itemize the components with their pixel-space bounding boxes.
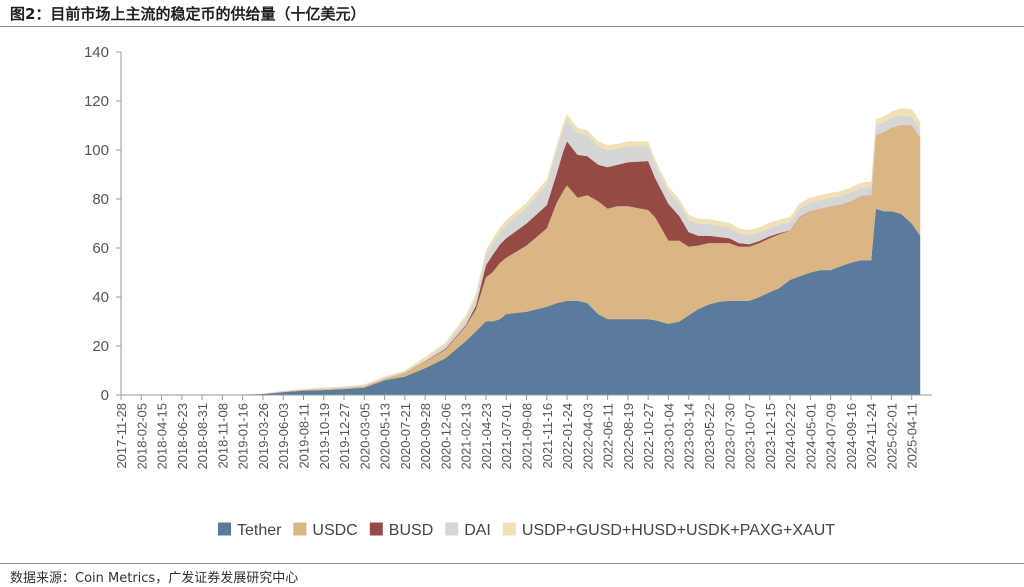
x-tick-label: 2022-06-11 (601, 403, 616, 469)
x-tick-label: 2022-04-03 (580, 403, 595, 470)
x-tick-label: 2023-01-04 (661, 403, 676, 470)
x-tick-label: 2024-02-22 (783, 403, 798, 470)
x-tick-label: 2019-08-11 (297, 403, 312, 469)
x-tick-label: 2023-12-15 (763, 403, 778, 470)
legend-swatch (369, 522, 383, 536)
figure-title: 图2：目前市场上主流的稳定币的供给量（十亿美元） (10, 5, 366, 23)
x-tick-label: 2023-03-14 (682, 403, 697, 470)
area-series-tether (121, 208, 921, 395)
x-tick-label: 2019-01-16 (236, 403, 251, 470)
y-tick-label: 120 (84, 93, 109, 110)
y-tick-label: 80 (92, 191, 109, 208)
x-tick-label: 2022-08-19 (621, 403, 636, 470)
x-tick-label: 2024-11-24 (864, 403, 879, 469)
x-tick-label: 2023-10-07 (743, 403, 758, 470)
legend-label: BUSD (389, 522, 433, 539)
x-tick-label: 2021-04-23 (479, 403, 494, 470)
legend-label: DAI (464, 522, 491, 539)
area-layers (121, 108, 921, 396)
legend-swatch (218, 522, 231, 536)
x-tick-label: 2023-05-22 (702, 403, 717, 470)
x-tick-label: 2021-11-16 (540, 403, 555, 469)
x-tick-label: 2023-07-30 (722, 403, 737, 470)
x-tick-label: 2018-04-15 (155, 403, 170, 470)
source-divider (0, 563, 1024, 564)
x-tick-label: 2018-11-08 (215, 403, 230, 469)
x-tick-label: 2021-09-08 (520, 403, 535, 470)
x-axis: 2017-11-28 2018-02-05 2018-04-15 2018-06-23… (114, 394, 932, 470)
y-tick-label: 0 (101, 387, 109, 404)
x-tick-label: 2025-02-01 (884, 403, 899, 470)
x-tick-label: 2020-12-06 (438, 403, 453, 470)
x-tick-label: 2018-06-23 (175, 403, 190, 470)
x-tick-label: 2020-07-21 (398, 403, 413, 470)
x-tick-label: 2025-04-11 (905, 403, 920, 469)
legend: Tether USDC BUSD DAI USDP+GUSD+HUSD+USDK+PAX… (218, 522, 835, 539)
x-tick-label: 2020-09-28 (418, 403, 433, 470)
legend-label: USDC (312, 522, 357, 539)
x-tick-label: 2021-02-13 (459, 403, 474, 470)
y-tick-label: 20 (92, 338, 109, 355)
x-tick-label: 2019-06-03 (276, 403, 291, 470)
legend-label: Tether (237, 522, 282, 539)
x-tick-label: 2019-12-27 (337, 403, 352, 470)
x-tick-label: 2017-11-28 (114, 403, 129, 469)
area-series-usdc (121, 125, 921, 395)
y-axis: 0 20 40 60 80 100 120 140 (84, 44, 122, 404)
x-tick-label: 2024-07-09 (824, 403, 839, 470)
title-divider (0, 26, 1024, 27)
x-tick-label: 2021-07-01 (499, 403, 514, 470)
x-tick-label: 2022-10-27 (641, 403, 656, 470)
x-tick-label: 2018-08-31 (195, 403, 210, 470)
x-tick-label: 2020-05-13 (378, 403, 393, 470)
x-tick-label: 2022-01-24 (560, 403, 575, 470)
source-note: 数据来源：Coin Metrics，广发证券发展研究中心 (10, 571, 299, 586)
y-tick-label: 60 (92, 240, 109, 257)
x-tick-label: 2020-03-05 (357, 403, 372, 470)
y-tick-label: 140 (84, 44, 109, 61)
x-tick-label: 2018-02-05 (134, 403, 149, 470)
x-tick-label: 2024-09-16 (844, 403, 859, 470)
y-tick-label: 100 (84, 142, 109, 159)
legend-swatch (293, 522, 307, 536)
y-tick-label: 40 (92, 289, 109, 306)
legend-label: USDP+GUSD+HUSD+USDK+PAXG+XAUT (522, 522, 835, 539)
x-tick-label: 2019-03-26 (256, 403, 271, 470)
legend-swatch (502, 522, 516, 536)
legend-swatch (445, 522, 459, 536)
x-tick-label: 2019-10-19 (317, 403, 332, 470)
x-tick-label: 2024-05-01 (803, 403, 818, 470)
